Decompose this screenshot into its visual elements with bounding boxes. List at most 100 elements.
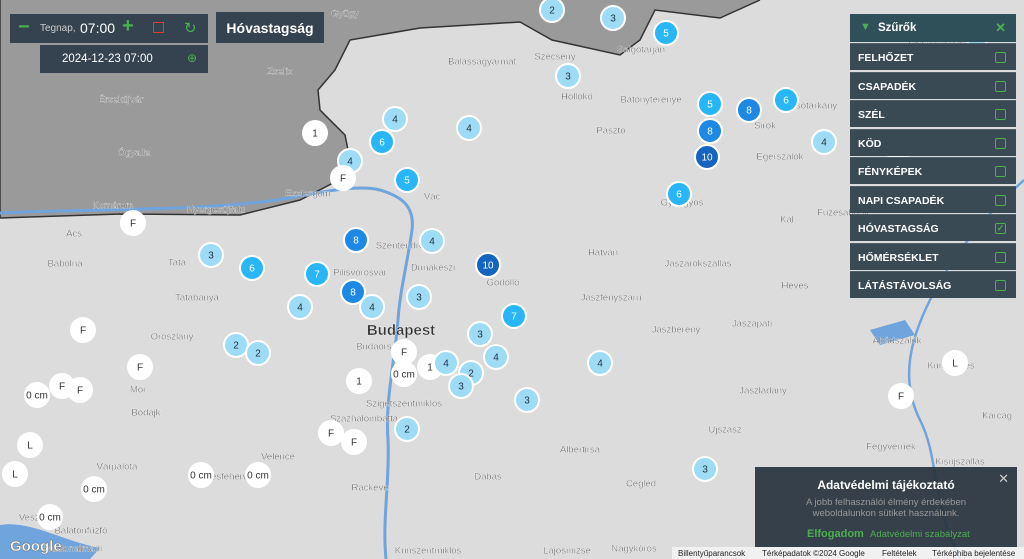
marker-label: 8: [353, 236, 359, 247]
place-label: Cegléd: [626, 479, 656, 490]
place-label: Mór: [130, 385, 146, 396]
place-label: Balatonalmádi: [42, 544, 102, 555]
marker[interactable]: [318, 420, 344, 446]
marker[interactable]: [17, 432, 43, 458]
marker[interactable]: [120, 210, 146, 236]
marker[interactable]: [419, 228, 445, 254]
filter-item[interactable]: NAPI CSAPADÉK: [850, 185, 1016, 213]
accept-button[interactable]: Elfogadom: [807, 528, 864, 540]
marker[interactable]: [394, 167, 420, 193]
marker[interactable]: [81, 476, 107, 502]
marker-label: 3: [524, 396, 530, 407]
place-label: Jászapáti: [732, 319, 772, 330]
terms[interactable]: Feltételek: [882, 549, 917, 558]
marker-label: 0 cm: [393, 370, 415, 381]
filter-close[interactable]: ✕: [995, 20, 1006, 35]
filter-item[interactable]: CSAPADÉK: [850, 71, 1016, 99]
filter-name: SZÉL: [858, 109, 885, 121]
marker[interactable]: [666, 181, 692, 207]
refresh-button[interactable]: ↻: [184, 20, 197, 37]
marker[interactable]: [287, 294, 313, 320]
marker[interactable]: [330, 165, 356, 191]
marker[interactable]: [475, 252, 501, 278]
marker-label: 8: [350, 288, 356, 299]
marker[interactable]: [302, 120, 328, 146]
marker[interactable]: [600, 5, 626, 31]
privacy-close[interactable]: ✕: [998, 471, 1009, 486]
place-label: Hollókő: [561, 92, 593, 103]
marker[interactable]: [694, 144, 720, 170]
datetime[interactable]: 2024-12-23 07:00: [62, 53, 153, 65]
marker[interactable]: [245, 462, 271, 488]
marker[interactable]: [198, 242, 224, 268]
marker[interactable]: [467, 321, 493, 347]
marker[interactable]: [37, 504, 63, 530]
marker-label: 1: [312, 129, 318, 140]
marker[interactable]: [406, 284, 432, 310]
marker[interactable]: [514, 387, 540, 413]
marker[interactable]: [653, 20, 679, 46]
marker[interactable]: [346, 368, 372, 394]
shortcuts[interactable]: Billentyűparancsok: [678, 549, 746, 558]
marker[interactable]: [773, 87, 799, 113]
filter-item[interactable]: HÓVASTAGSÁG ✓: [850, 214, 1016, 241]
marker[interactable]: [382, 106, 408, 132]
marker[interactable]: [239, 255, 265, 281]
marker[interactable]: [359, 294, 385, 320]
marker[interactable]: [736, 97, 762, 123]
marker[interactable]: [888, 383, 914, 409]
marker[interactable]: [340, 279, 366, 305]
marker[interactable]: [67, 377, 93, 403]
marker[interactable]: [394, 416, 420, 442]
marker[interactable]: [433, 350, 459, 376]
marker[interactable]: [942, 350, 968, 376]
marker[interactable]: [555, 63, 581, 89]
filter-header: ▼ Szűrők ✕: [850, 14, 1016, 42]
place-label: Tatabánya: [175, 293, 220, 304]
marker[interactable]: [304, 261, 330, 287]
filter-item[interactable]: KÖD: [850, 128, 1016, 156]
marker[interactable]: [369, 129, 395, 155]
marker-label: F: [77, 386, 83, 397]
marker[interactable]: [188, 462, 214, 488]
filter-item[interactable]: FELHŐZET: [850, 43, 1016, 70]
calendar-button[interactable]: [153, 22, 164, 33]
marker[interactable]: [587, 350, 613, 376]
marker[interactable]: [539, 0, 565, 23]
marker[interactable]: [692, 456, 718, 482]
marker[interactable]: [483, 344, 509, 370]
filter-item[interactable]: HŐMÉRSÉKLET: [850, 242, 1016, 270]
marker[interactable]: [127, 354, 153, 380]
marker[interactable]: [245, 340, 271, 366]
place-label: Vác: [424, 192, 441, 203]
marker[interactable]: [811, 129, 837, 155]
filter-name: HŐMÉRSÉKLET: [858, 251, 939, 264]
filter-item[interactable]: FÉNYKÉPEK: [850, 157, 1016, 184]
place-label: Egerszalók: [757, 152, 804, 163]
marker[interactable]: [341, 429, 367, 455]
report[interactable]: Térképhiba bejelentése: [932, 549, 1016, 558]
marker[interactable]: [448, 373, 474, 399]
plus-button[interactable]: +: [122, 15, 134, 37]
marker-label: 8: [707, 127, 713, 138]
filter-item[interactable]: SZÉL: [850, 100, 1016, 127]
marker[interactable]: [343, 227, 369, 253]
marker[interactable]: [501, 303, 527, 329]
go-button[interactable]: ⊕: [187, 51, 198, 65]
marker[interactable]: [697, 91, 723, 117]
marker[interactable]: [24, 382, 50, 408]
marker-label: 5: [404, 176, 410, 187]
privacy-text: A jobb felhasználói élmény érdekében web…: [805, 497, 967, 519]
filter-checkbox: [995, 194, 1006, 206]
marker-label: 3: [610, 14, 616, 25]
place-label: Ráckeve: [352, 483, 389, 494]
marker[interactable]: [2, 461, 28, 487]
policy-link[interactable]: Adatvédelmi szabályzat: [870, 529, 970, 540]
marker[interactable]: [697, 118, 723, 144]
marker[interactable]: [456, 115, 482, 141]
marker[interactable]: [70, 317, 96, 343]
marker[interactable]: [391, 361, 417, 387]
filter-item[interactable]: LÁTÁSTÁVOLSÁG: [850, 271, 1016, 298]
minus-button[interactable]: −: [18, 16, 30, 38]
privacy-notice: Adatvédelmi tájékoztató A jobb felhaszná…: [755, 467, 1017, 547]
